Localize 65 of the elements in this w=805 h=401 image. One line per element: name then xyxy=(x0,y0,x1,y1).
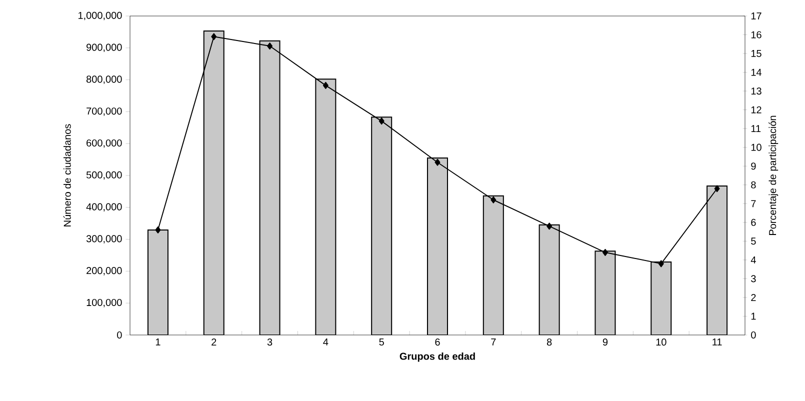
bar xyxy=(371,116,392,335)
x-tick-label: 6 xyxy=(435,338,440,346)
bar xyxy=(427,157,448,335)
x-tick-label: 4 xyxy=(323,338,328,346)
y2-tick-label: 1 xyxy=(751,312,756,320)
x-tick-label: 2 xyxy=(212,338,216,346)
y-tick-label: 100,000 xyxy=(86,298,122,308)
y-tick-label: 1,000,000 xyxy=(78,12,122,20)
bar xyxy=(706,186,728,335)
y2-tick-label: 11 xyxy=(751,125,761,132)
point xyxy=(602,248,608,256)
bar xyxy=(203,30,224,335)
y2-tick-label: 10 xyxy=(751,144,762,151)
point xyxy=(490,196,496,204)
y-tick-label: 300,000 xyxy=(86,235,122,244)
point xyxy=(155,226,161,234)
bar xyxy=(482,195,504,335)
y2-tick-label: 14 xyxy=(751,68,762,76)
y2-tick-label: 4 xyxy=(750,256,756,264)
y2-tick-label: 12 xyxy=(751,106,762,114)
bar xyxy=(259,40,280,335)
y2-tick-label: 8 xyxy=(751,181,756,188)
y2-tick-label: 0 xyxy=(751,331,756,339)
y2-tick-label: 3 xyxy=(751,275,756,282)
point xyxy=(658,260,664,268)
point xyxy=(267,42,273,50)
y2-tick-label: 13 xyxy=(751,88,762,95)
y2-tick-label: 6 xyxy=(751,218,756,226)
y-tick-label: 700,000 xyxy=(86,108,122,116)
y2-tick-label: 2 xyxy=(751,294,756,301)
y-tick-label: 200,000 xyxy=(86,267,122,276)
x-axis-title: Grupos de edad xyxy=(400,352,475,362)
y2-tick-label: 5 xyxy=(751,238,756,245)
x-tick-label: 10 xyxy=(656,338,666,346)
x-tick-label: 11 xyxy=(712,338,722,346)
y-tick-label: 0 xyxy=(117,331,122,339)
y-axis-title: Número de ciudadanos xyxy=(63,124,71,226)
point xyxy=(322,82,328,89)
y2-tick-label: 7 xyxy=(751,200,756,208)
point xyxy=(546,222,552,230)
y2-tick-label: 15 xyxy=(751,50,762,58)
y-tick-label: 900,000 xyxy=(86,44,122,52)
x-tick-label: 8 xyxy=(546,338,552,346)
y2-tick-label: 16 xyxy=(751,31,762,38)
point xyxy=(211,33,217,40)
y-tick-label: 500,000 xyxy=(86,171,122,180)
bar xyxy=(147,230,168,335)
y2-axis-title: Porcentaje de participación xyxy=(768,116,778,235)
bar xyxy=(315,78,336,335)
x-tick-label: 9 xyxy=(602,338,608,346)
bar xyxy=(538,224,560,335)
point xyxy=(378,118,384,125)
point xyxy=(434,158,440,166)
x-tick-label: 5 xyxy=(379,338,384,346)
x-tick-label: 7 xyxy=(491,338,496,346)
bar xyxy=(650,261,672,335)
y-tick-label: 800,000 xyxy=(86,76,122,84)
x-tick-label: 1 xyxy=(156,338,160,346)
bar xyxy=(594,250,616,335)
y2-tick-label: 17 xyxy=(751,12,762,20)
point xyxy=(714,185,720,192)
y2-tick-label: 9 xyxy=(751,162,756,170)
y-tick-label: 400,000 xyxy=(86,203,122,212)
x-tick-label: 3 xyxy=(267,338,272,346)
y-tick-label: 600,000 xyxy=(86,139,122,148)
